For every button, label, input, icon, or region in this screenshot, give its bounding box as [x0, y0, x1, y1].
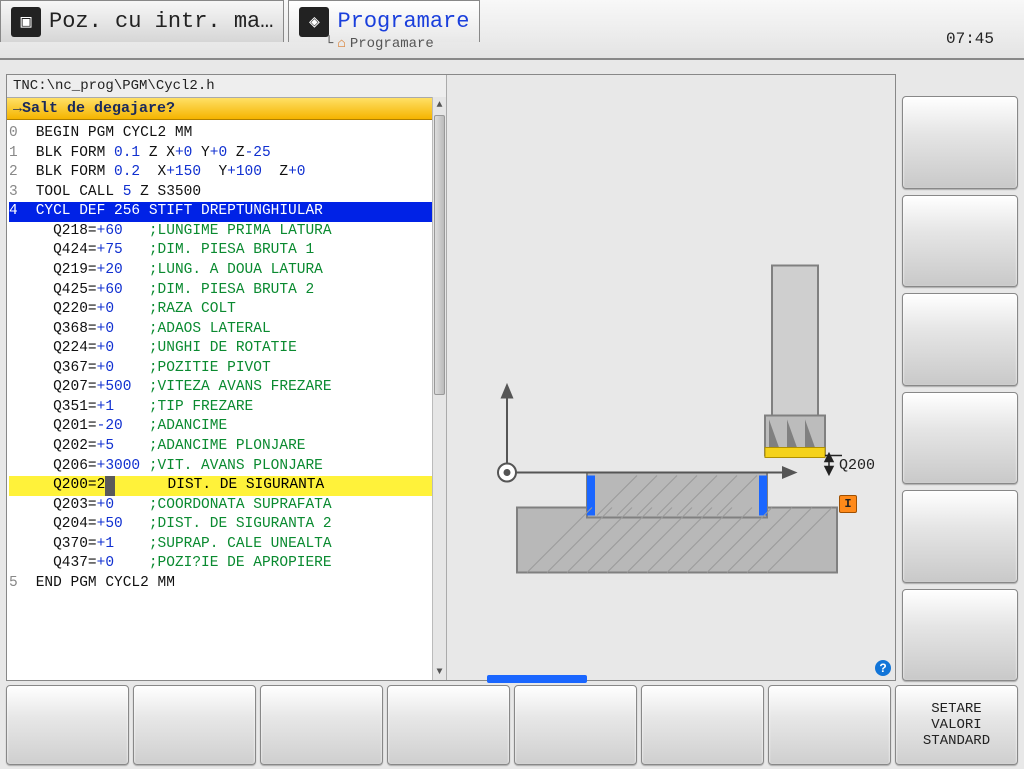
- info-badge[interactable]: I: [839, 495, 857, 513]
- right-softkey-2[interactable]: [902, 195, 1018, 288]
- bottom-softkey-4[interactable]: [387, 685, 510, 765]
- right-softkey-4[interactable]: [902, 392, 1018, 485]
- right-softkey-6[interactable]: [902, 589, 1018, 682]
- main-area: TNC:\nc_prog\PGM\Cycl2.h →Salt de degaja…: [6, 74, 896, 681]
- code-param-line: Q224=+0 ;UNGHI DE ROTATIE: [9, 339, 444, 359]
- code-body[interactable]: 0 BEGIN PGM CYCL2 MM 1 BLK FORM 0.1 Z X+…: [7, 120, 446, 680]
- code-param-line: Q204=+50 ;DIST. DE SIGURANTA 2: [9, 515, 444, 535]
- scroll-down-icon[interactable]: ▼: [433, 664, 446, 680]
- code-line: 5 END PGM CYCL2 MM: [9, 574, 444, 594]
- code-param-line: Q437=+0 ;POZI?IE DE APROPIERE: [9, 554, 444, 574]
- bottom-softkey-3[interactable]: [260, 685, 383, 765]
- tab2-icon: ◈: [299, 7, 329, 37]
- right-softkeys: [902, 74, 1018, 681]
- breadcrumb-text: Programare: [350, 36, 434, 52]
- tab-positioning[interactable]: ▣ Poz. cu intr. ma…: [0, 0, 284, 42]
- code-param-line: Q218=+60 ;LUNGIME PRIMA LATURA: [9, 222, 444, 242]
- right-softkey-5[interactable]: [902, 490, 1018, 583]
- code-param-line: Q370=+1 ;SUPRAP. CALE UNEALTA: [9, 535, 444, 555]
- code-line: 2 BLK FORM 0.2 X+150 Y+100 Z+0: [9, 163, 444, 183]
- bottom-softkey-1[interactable]: [6, 685, 129, 765]
- code-line-highlight: Q200=2 DIST. DE SIGURANTA: [9, 476, 444, 496]
- scroll-up-icon[interactable]: ▲: [433, 97, 446, 113]
- code-panel: TNC:\nc_prog\PGM\Cycl2.h →Salt de degaja…: [7, 75, 447, 680]
- code-param-line: Q425=+60 ;DIM. PIESA BRUTA 2: [9, 281, 444, 301]
- cycle-diagram: [447, 75, 895, 680]
- bottom-softkey-6[interactable]: [641, 685, 764, 765]
- clock: 07:45: [946, 30, 994, 48]
- code-param-line: Q206=+3000 ;VIT. AVANS PLONJARE: [9, 457, 444, 477]
- bottom-softkey-2[interactable]: [133, 685, 256, 765]
- code-param-line: Q220=+0 ;RAZA COLT: [9, 300, 444, 320]
- file-path: TNC:\nc_prog\PGM\Cycl2.h: [7, 75, 446, 98]
- split-handle[interactable]: [487, 675, 587, 683]
- prompt-bar: →Salt de degajare?: [7, 98, 446, 120]
- help-icon[interactable]: ?: [875, 660, 891, 676]
- bottom-softkey-5[interactable]: [514, 685, 637, 765]
- code-param-line: Q351=+1 ;TIP FREZARE: [9, 398, 444, 418]
- code-param-line: Q424=+75 ;DIM. PIESA BRUTA 1: [9, 241, 444, 261]
- code-line: 3 TOOL CALL 5 Z S3500: [9, 183, 444, 203]
- code-param-line: Q367=+0 ;POZITIE PIVOT: [9, 359, 444, 379]
- breadcrumb: └ ⌂ Programare: [325, 36, 434, 52]
- code-param-line: Q207=+500 ;VITEZA AVANS FREZARE: [9, 378, 444, 398]
- title-bar: ▣ Poz. cu intr. ma… ◈ Programare └ ⌂ Pro…: [0, 0, 1024, 60]
- bottom-softkey-set-defaults[interactable]: SETARE VALORI STANDARD: [895, 685, 1018, 765]
- q200-label: Q200: [839, 457, 875, 474]
- code-param-line: Q202=+5 ;ADANCIME PLONJARE: [9, 437, 444, 457]
- code-param-line: Q219=+20 ;LUNG. A DOUA LATURA: [9, 261, 444, 281]
- tab1-title: Poz. cu intr. ma…: [49, 9, 273, 34]
- right-softkey-3[interactable]: [902, 293, 1018, 386]
- code-line: 0 BEGIN PGM CYCL2 MM: [9, 124, 444, 144]
- home-icon: ⌂: [337, 36, 345, 52]
- bottom-softkey-7[interactable]: [768, 685, 891, 765]
- bottom-softkeys: SETARE VALORI STANDARD: [6, 685, 1018, 765]
- tab1-icon: ▣: [11, 7, 41, 37]
- code-param-line: Q368=+0 ;ADAOS LATERAL: [9, 320, 444, 340]
- code-param-line: Q203=+0 ;COORDONATA SUPRAFATA: [9, 496, 444, 516]
- code-line: 1 BLK FORM 0.1 Z X+0 Y+0 Z-25: [9, 144, 444, 164]
- scrollbar[interactable]: ▲ ▼: [432, 97, 446, 680]
- breadcrumb-connector: └: [325, 36, 333, 52]
- scroll-thumb[interactable]: [434, 115, 445, 395]
- graphic-panel: Q200 I ?: [447, 75, 895, 680]
- code-param-line: Q201=-20 ;ADANCIME: [9, 417, 444, 437]
- tab2-title: Programare: [337, 9, 469, 34]
- right-softkey-1[interactable]: [902, 96, 1018, 189]
- code-line-selected: 4 CYCL DEF 256 STIFT DREPTUNGHIULAR: [9, 202, 444, 222]
